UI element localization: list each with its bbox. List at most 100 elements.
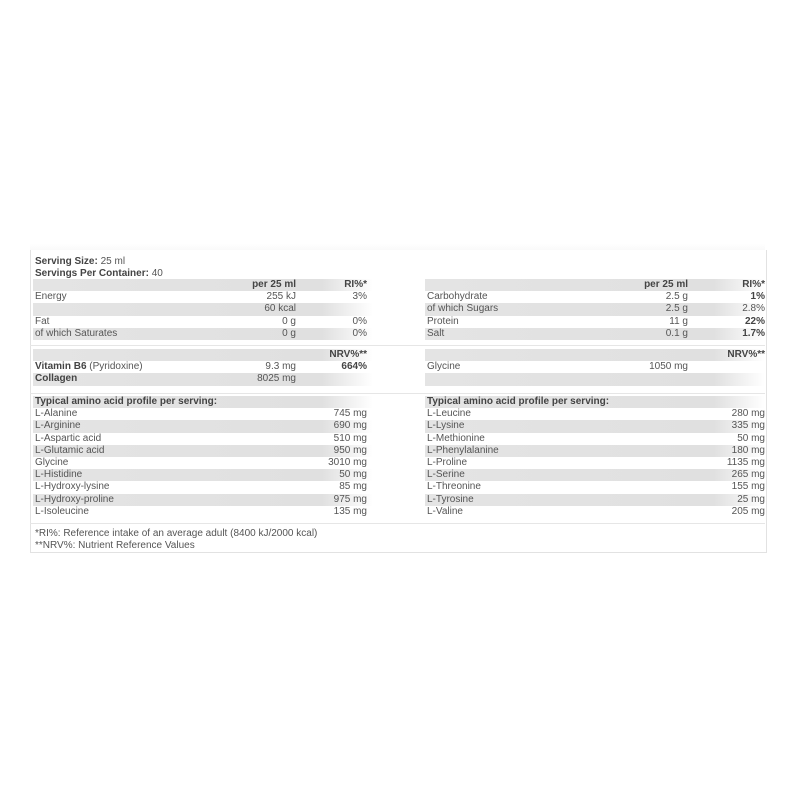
nutrient-value: 0 g (282, 327, 296, 339)
serving-info: Serving Size: 25 ml Servings Per Contain… (35, 256, 163, 280)
amino-row: L-Hydroxy-lysine 85 mg (33, 481, 373, 493)
amino-name: L-Aspartic acid (35, 432, 102, 444)
table-header-row: per 25 ml RI%* (425, 279, 765, 292)
nrv-header: NRV%** (727, 349, 765, 360)
amino-row: L-Histidine 50 mg (33, 469, 373, 482)
table-row: Fat 0 g 0% (33, 316, 373, 328)
table-row: of which Saturates 0 g 0% (33, 327, 373, 340)
amino-name: L-Valine (427, 505, 463, 517)
footnotes: *RI%: Reference intake of an average adu… (35, 528, 317, 552)
amino-row: L-Lysine 335 mg (425, 420, 765, 433)
ri-header: RI%* (742, 279, 765, 290)
amino-row: L-Methionine 50 mg (425, 433, 765, 445)
nutrient-value: 0.1 g (665, 327, 688, 339)
footnote-ri: *RI%: Reference intake of an average adu… (35, 528, 318, 539)
nutrient-value: 9.3 mg (265, 361, 296, 373)
left-nrv-table: NRV%** Vitamin B6 (Pyridoxine) 9.3 mg 664% C… (33, 349, 373, 386)
nutrient-label: Vitamin B6 (Pyridoxine) (35, 361, 143, 373)
table-row: Vitamin B6 (Pyridoxine) 9.3 mg 664% (33, 361, 373, 373)
amino-name: L-Tyrosine (427, 493, 474, 505)
amino-name: L-Lysine (427, 420, 465, 432)
table-row: Salt 0.1 g 1.7% (425, 327, 765, 340)
amino-name: L-Alanine (35, 408, 78, 420)
amino-name: L-Methionine (427, 432, 485, 444)
nutrient-name: of which Sugars (427, 303, 499, 315)
amino-value: 265 mg (731, 469, 765, 481)
amino-name: L-Hydroxy-lysine (35, 481, 110, 493)
left-amino-table: Typical amino acid profile per serving: L… (33, 396, 373, 518)
nutrient-nrv: 664% (341, 361, 367, 373)
amino-name: L-Leucine (427, 408, 471, 420)
amino-value: 50 mg (339, 469, 367, 481)
amino-row: L-Aspartic acid 510 mg (33, 433, 373, 445)
nrv-header-row: NRV%** (425, 349, 765, 362)
nutrient-name: of which Saturates (35, 327, 118, 339)
nutrient-value: 0 g (282, 315, 296, 327)
nrv-header-row: NRV%** (33, 349, 373, 362)
nutrient-name: Vitamin B6 (35, 361, 87, 373)
nutrient-ri: 0% (352, 315, 367, 327)
amino-name: Glycine (35, 456, 69, 468)
nutrient-value: 8025 mg (257, 373, 296, 385)
nutrient-ri: 1.7% (742, 327, 765, 339)
amino-value: 510 mg (333, 432, 367, 444)
nutrient-ri: 3% (352, 291, 367, 303)
amino-title-row: Typical amino acid profile per serving: (33, 396, 373, 409)
amino-value: 85 mg (339, 481, 367, 493)
table-row: 60 kcal (33, 303, 373, 316)
table-row: Carbohydrate 2.5 g 1% (425, 291, 765, 303)
amino-row: L-Hydroxy-proline 975 mg (33, 493, 373, 506)
amino-row: L-Threonine 155 mg (425, 481, 765, 493)
amino-value: 690 mg (333, 420, 367, 432)
nutrient-name: Protein (427, 315, 459, 327)
amino-value: 3010 mg (328, 456, 367, 468)
per-serving-header: per 25 ml (644, 279, 688, 290)
servings-per-container-label: Servings Per Container: (35, 268, 149, 280)
amino-value: 745 mg (333, 408, 367, 420)
amino-value: 205 mg (731, 505, 765, 517)
amino-row: L-Phenylalanine 180 mg (425, 444, 765, 457)
amino-value: 155 mg (731, 481, 765, 493)
amino-row: L-Glutamic acid 950 mg (33, 444, 373, 457)
nutrient-value: 11 g (669, 315, 688, 327)
amino-value: 50 mg (737, 432, 765, 444)
nutrient-name: Salt (427, 327, 445, 339)
amino-value: 135 mg (333, 505, 367, 517)
nutrient-name: Glycine (427, 361, 461, 373)
nutrient-ri: 2.8% (742, 303, 765, 315)
right-nutrition-table: per 25 ml RI%* Carbohydrate 2.5 g 1% of which… (425, 279, 765, 340)
nutrient-value: 2.5 g (665, 291, 688, 303)
amino-value: 280 mg (731, 408, 765, 420)
amino-value: 950 mg (333, 444, 367, 456)
amino-row: L-Isoleucine 135 mg (33, 506, 373, 518)
table-row: Collagen 8025 mg (33, 373, 373, 386)
amino-row: Glycine 3010 mg (33, 457, 373, 469)
nutrient-name: Energy (35, 291, 67, 303)
nutrient-value: 1050 mg (649, 361, 688, 373)
amino-row: L-Valine 205 mg (425, 506, 765, 518)
nutrient-ri: 22% (744, 315, 765, 327)
amino-name: L-Threonine (427, 481, 481, 493)
divider (30, 345, 765, 346)
amino-name: L-Phenylalanine (427, 444, 499, 456)
nutrient-name: Collagen (35, 373, 78, 385)
amino-title: Typical amino acid profile per serving: (35, 396, 218, 407)
right-nrv-table: NRV%** Glycine 1050 mg (425, 349, 765, 386)
divider (30, 523, 765, 524)
table-row: Energy 255 kJ 3% (33, 291, 373, 303)
amino-title-row: Typical amino acid profile per serving: (425, 396, 765, 409)
nutrient-name: Fat (35, 315, 50, 327)
nutrient-name: Carbohydrate (427, 291, 488, 303)
nutrient-ri: 0% (352, 327, 367, 339)
amino-row: L-Serine 265 mg (425, 469, 765, 482)
nutrient-value: 60 kcal (264, 303, 296, 315)
amino-name: L-Hydroxy-proline (35, 493, 114, 505)
serving-size-label: Serving Size: (35, 256, 98, 267)
amino-value: 180 mg (731, 444, 765, 456)
amino-name: L-Glutamic acid (35, 444, 105, 456)
per-serving-header: per 25 ml (252, 279, 296, 290)
blank-row (425, 373, 765, 386)
table-row: of which Sugars 2.5 g 2.8% (425, 303, 765, 316)
amino-title: Typical amino acid profile per serving: (427, 396, 610, 407)
amino-row: L-Leucine 280 mg (425, 408, 765, 420)
